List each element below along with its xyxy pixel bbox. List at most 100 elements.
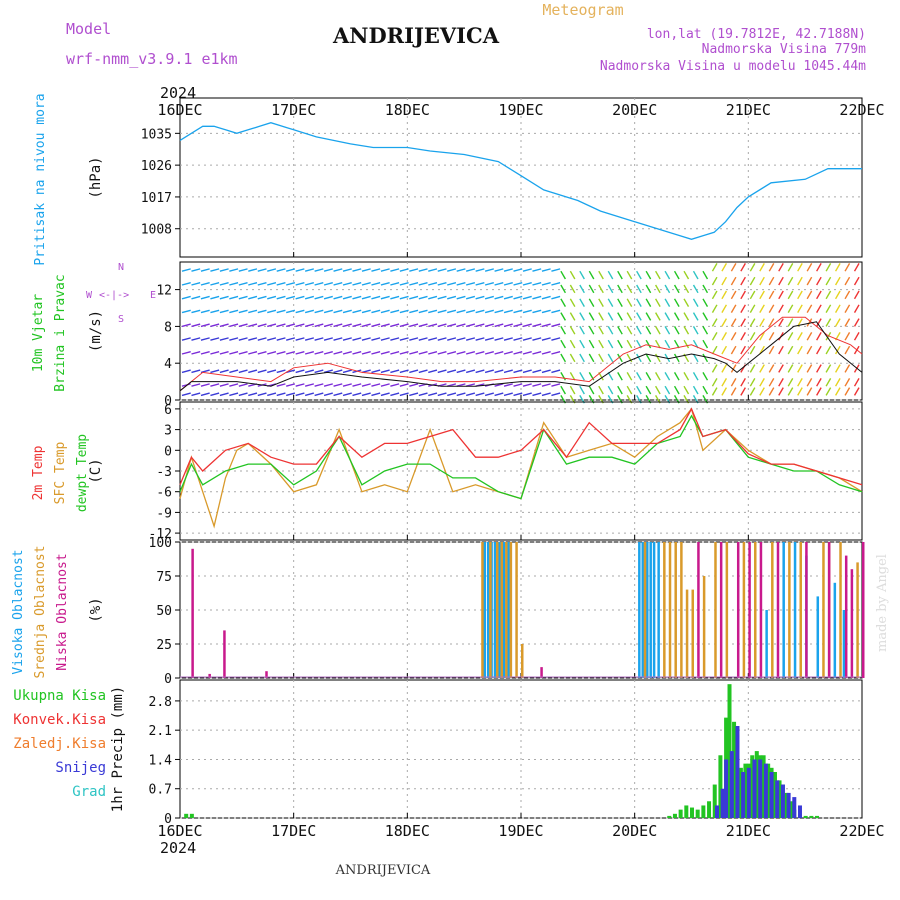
wind-arrow	[787, 263, 794, 272]
precip-bar	[775, 780, 780, 818]
wind-arrow	[749, 290, 756, 300]
wind-arrow	[853, 304, 860, 313]
wind-arrow	[200, 369, 210, 374]
wind-arrow	[560, 385, 566, 395]
wind-arrow	[655, 385, 661, 395]
ytick-label-temperature: 3	[164, 424, 172, 439]
wind-arrow	[692, 270, 699, 280]
ytick-label-precip: 0.7	[149, 783, 172, 798]
precip-bar	[761, 755, 766, 818]
wind-arrow	[342, 281, 352, 286]
wind-arrow	[267, 309, 277, 314]
wind-arrow	[768, 378, 775, 387]
wind-arrow	[219, 337, 229, 341]
wind-arrow	[522, 369, 532, 374]
wind-arrow	[655, 284, 661, 294]
wind-arrow	[692, 385, 699, 395]
wind-arrow	[503, 369, 513, 374]
wind-arrow	[494, 309, 504, 314]
wind-arrow	[181, 392, 191, 397]
wind-arrow	[797, 332, 803, 341]
wind-arrow	[267, 281, 277, 286]
precip-bar	[766, 763, 771, 818]
wind-arrow	[257, 281, 267, 286]
wind-arrow	[181, 281, 191, 286]
wind-arrow	[286, 309, 296, 314]
wind-arrow	[778, 276, 784, 286]
wind-arrow	[569, 270, 576, 280]
wind-arrow	[475, 268, 485, 272]
wind-arrow	[304, 309, 315, 314]
ytick-label-wind: 4	[164, 357, 172, 372]
compass-s: S	[118, 314, 124, 325]
wind-arrow	[503, 295, 513, 300]
wind-arrow	[816, 364, 822, 373]
wind-arrow	[494, 295, 504, 300]
wind-arrow	[267, 295, 277, 300]
wind-arrow	[541, 369, 551, 374]
wind-arrow	[229, 350, 239, 355]
wind-arrow	[210, 337, 220, 341]
wind-arrow	[418, 337, 428, 341]
wind-arrow	[248, 350, 258, 355]
wind-arrow	[522, 350, 532, 355]
cloud-bar	[754, 542, 757, 678]
wind-arrow	[409, 392, 419, 397]
wind-arrow	[816, 263, 822, 272]
precip-bar	[786, 792, 791, 818]
wind-arrow	[711, 332, 718, 341]
wind-arrow	[778, 304, 784, 313]
wind-arrow	[286, 268, 296, 272]
wind-arrow	[229, 268, 239, 272]
wind-arrow	[825, 378, 832, 387]
wind-arrow	[626, 284, 633, 294]
wind-arrow	[806, 276, 813, 286]
cloud-bar	[765, 610, 768, 678]
wind-arrow	[834, 345, 841, 355]
wind-arrow	[371, 295, 381, 300]
wind-arrow	[749, 387, 756, 396]
wind-arrow	[456, 337, 466, 341]
wind-arrow	[323, 337, 333, 341]
wind-arrow	[664, 270, 671, 280]
wind-arrow	[598, 326, 604, 335]
wind-gust-line	[179, 316, 863, 392]
cloud-bar	[498, 542, 501, 678]
wind-arrow	[664, 372, 671, 381]
side-label-wind: Brzina i Pravac	[53, 274, 68, 391]
wind-arrow	[551, 350, 561, 355]
wind-arrow	[361, 337, 371, 341]
wind-arrow	[844, 345, 851, 355]
wind-arrow	[181, 309, 191, 314]
wind-arrow	[588, 385, 595, 395]
wind-arrow	[825, 304, 832, 313]
wind-arrow	[257, 392, 267, 397]
cloud-bar	[191, 548, 194, 678]
wind-arrow	[522, 281, 532, 286]
model-name: wrf-nmm_v3.9.1 e1km	[66, 50, 238, 68]
wind-arrow	[844, 332, 851, 341]
wind-arrow	[181, 323, 191, 328]
wind-arrow	[683, 372, 690, 381]
wind-arrow	[238, 383, 248, 387]
elevation-text: Nadmorska Visina 779m	[702, 42, 867, 57]
wind-arrow	[721, 290, 728, 300]
wind-arrow	[276, 369, 286, 374]
wind-arrow	[248, 323, 258, 328]
cloud-bar	[515, 542, 518, 678]
precip-bar	[729, 751, 734, 818]
precip-bar	[724, 759, 729, 818]
wind-arrow	[778, 263, 784, 272]
wind-arrow	[683, 312, 690, 321]
wind-arrow	[210, 268, 220, 272]
wind-arrow	[778, 345, 784, 355]
wind-arrow	[484, 309, 494, 314]
wind-arrow	[333, 323, 343, 328]
wind-arrow	[579, 284, 585, 294]
wind-arrow	[437, 281, 447, 286]
ytick-label-wind: 12	[156, 284, 172, 299]
wind-arrow	[598, 312, 604, 321]
wind-arrow	[749, 378, 756, 387]
ytick-label-temperature: 0	[164, 444, 172, 459]
